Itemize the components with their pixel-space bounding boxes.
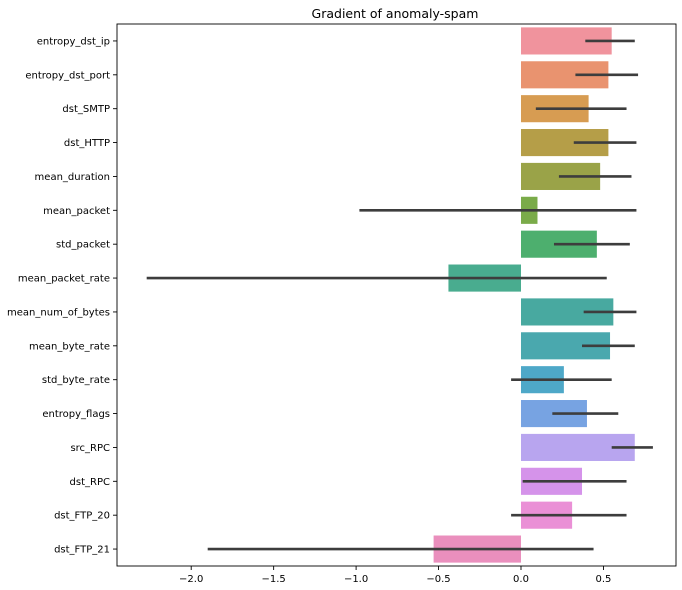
y-tick-label: dst_RPC xyxy=(70,477,110,488)
x-tick-label: −2.0 xyxy=(179,574,203,585)
x-tick-label: −1.5 xyxy=(262,574,286,585)
y-tick-label: entropy_flags xyxy=(42,409,110,420)
y-axis: entropy_dst_ip entropy_dst_port dst_SMTPds… xyxy=(7,36,117,556)
y-tick-label: mean_packet xyxy=(43,206,110,217)
y-tick-label: entropy_dst_ip xyxy=(37,36,110,47)
y-tick-label: mean_duration xyxy=(35,172,110,183)
x-axis: −2.0 −1.5 −1.0 −0.5 0.0 0.5 xyxy=(179,566,611,585)
x-tick-label: 0.5 xyxy=(595,574,611,585)
y-tick-label: mean_num_of_bytes xyxy=(7,307,110,318)
y-tick-label: std_packet xyxy=(56,240,110,251)
y-tick-label: mean_byte_rate xyxy=(29,341,110,352)
y-tick-label: std_byte_rate xyxy=(42,375,110,386)
y-tick-label: dst_HTTP xyxy=(64,138,110,149)
chart-title: Gradient of anomaly-spam xyxy=(312,6,479,21)
x-tick-label: −1.0 xyxy=(344,574,368,585)
y-tick-label: mean_packet_rate xyxy=(18,274,110,285)
plot-frame xyxy=(116,23,677,567)
x-tick-label: −0.5 xyxy=(426,574,450,585)
y-tick-label: dst_SMTP xyxy=(62,104,110,115)
x-tick-label: 0.0 xyxy=(513,574,529,585)
y-tick-label: entropy_dst_port xyxy=(25,70,110,81)
error-bars-group xyxy=(146,39,653,551)
y-tick-label: dst_FTP_20 xyxy=(54,511,110,522)
y-tick-label: src_RPC xyxy=(70,443,110,454)
y-tick-label: dst_FTP_21 xyxy=(54,545,110,556)
